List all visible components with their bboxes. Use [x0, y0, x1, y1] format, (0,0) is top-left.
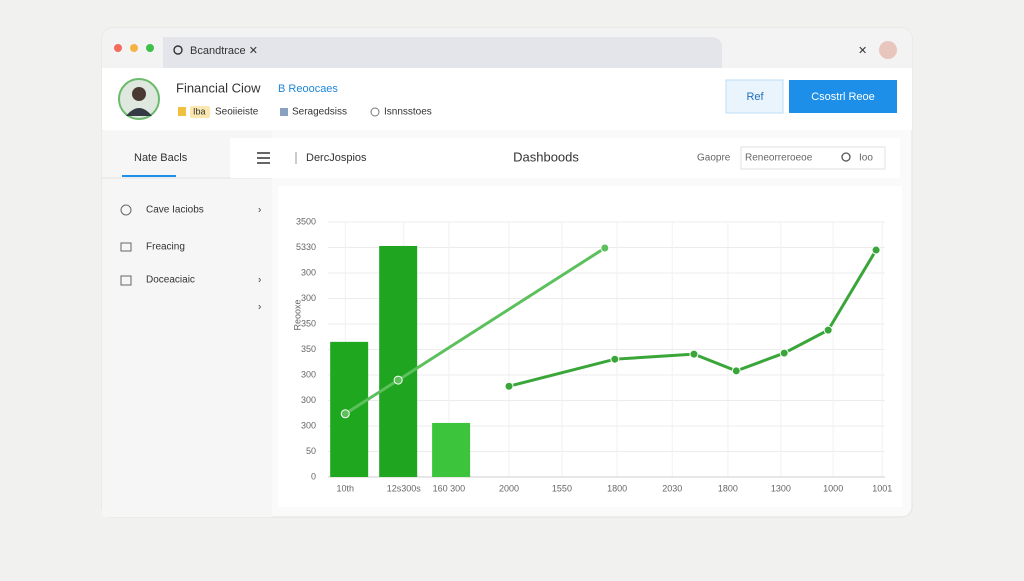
point	[823, 325, 833, 335]
button[interactable]	[725, 79, 784, 114]
badge-icon	[178, 107, 186, 116]
meta-icon	[280, 108, 288, 116]
avatar-icon[interactable]	[879, 41, 897, 59]
y-tick-label: 300	[301, 293, 316, 303]
point	[600, 243, 610, 253]
sidebar-tab[interactable]: Nate Bacls	[134, 152, 188, 164]
chart-panel	[278, 186, 902, 507]
search-button[interactable]: Ioo	[859, 153, 873, 164]
window-dot[interactable]	[114, 44, 122, 52]
nav-icon	[120, 242, 132, 252]
filter-label: Gaopre	[697, 153, 731, 164]
close-icon[interactable]: ✕	[858, 45, 867, 57]
x-tick-label: 12s300s	[387, 483, 422, 493]
point	[779, 348, 789, 358]
sidebar	[102, 131, 272, 517]
x-tick-label: 1001	[872, 483, 892, 493]
avatar-head	[132, 87, 146, 101]
point	[871, 245, 881, 255]
y-tick-label: 300	[301, 420, 316, 430]
breadcrumb[interactable]: DercJospios	[306, 152, 367, 164]
badge	[190, 106, 210, 118]
y-axis-label: Reooxe	[292, 299, 302, 330]
tab-title[interactable]: Bcandtrace ✕	[190, 45, 258, 57]
button[interactable]	[789, 80, 897, 113]
nav-item[interactable]: Freacing	[146, 242, 185, 253]
bar	[330, 341, 369, 477]
chevron[interactable]: ›	[258, 275, 261, 286]
y-tick-label: 50	[306, 446, 316, 456]
point	[731, 366, 741, 376]
y-tick-label: 0	[311, 471, 316, 481]
point	[610, 354, 620, 364]
point	[393, 375, 403, 385]
nav-item[interactable]: Doceaciaic	[146, 275, 195, 286]
y-tick-label: 300	[301, 395, 316, 405]
x-tick-label: 10th	[337, 483, 355, 493]
button-label[interactable]: Csostrl Reoe	[811, 91, 875, 103]
header-title: Financial Ciow	[176, 80, 261, 95]
meta: Seragedsiss	[292, 107, 347, 118]
chevron[interactable]: ›	[258, 205, 261, 216]
y-tick-label: 5330	[296, 242, 316, 252]
x-tick-label: 1550	[552, 483, 572, 493]
toolbar-title: Dashboods	[513, 149, 579, 164]
bar	[379, 245, 418, 477]
header-link[interactable]: B Reoocaes	[278, 83, 338, 95]
x-tick-label: 1800	[607, 483, 627, 493]
x-tick-label: 1300	[771, 483, 791, 493]
avatar-body	[126, 108, 152, 116]
point	[504, 381, 514, 391]
window-dot[interactable]	[146, 44, 154, 52]
button-label[interactable]: Ref	[746, 91, 764, 103]
address-bar[interactable]	[163, 37, 722, 68]
nav-icon	[120, 204, 132, 216]
x-tick-label: 2030	[662, 483, 682, 493]
bar	[432, 422, 471, 477]
search-icon	[173, 45, 183, 55]
badge-text: Iba	[193, 106, 206, 116]
x-tick-label: 2000	[499, 483, 519, 493]
point	[689, 349, 699, 359]
nav-icon	[120, 275, 132, 286]
x-tick-label: 1000	[823, 483, 843, 493]
menu-icon[interactable]	[257, 152, 270, 164]
y-tick-label: 350	[301, 318, 316, 328]
chart: 0 50 300 300 300 350 350 300 300 5330 3500 10th 12s3…	[296, 216, 892, 493]
search-input[interactable]	[740, 146, 886, 170]
x-tick-label: 160 300	[433, 483, 466, 493]
search-icon[interactable]	[841, 152, 851, 162]
window-dot[interactable]	[130, 44, 138, 52]
x-tick-label: 1800	[718, 483, 738, 493]
meta-icon	[370, 107, 380, 117]
y-tick-label: 3500	[296, 216, 316, 226]
y-tick-label: 300	[301, 267, 316, 277]
meta: Isnnsstoes	[384, 107, 432, 118]
nav-item[interactable]: Cave Iaciobs	[146, 205, 204, 216]
y-tick-label: 300	[301, 369, 316, 379]
chevron[interactable]: ›	[258, 302, 261, 313]
point	[340, 409, 350, 419]
y-tick-label: 350	[301, 344, 316, 354]
tab-underline	[122, 175, 176, 177]
meta: Seoiieiste	[215, 107, 259, 118]
search-placeholder[interactable]: Reneorreroeoe	[745, 153, 813, 164]
